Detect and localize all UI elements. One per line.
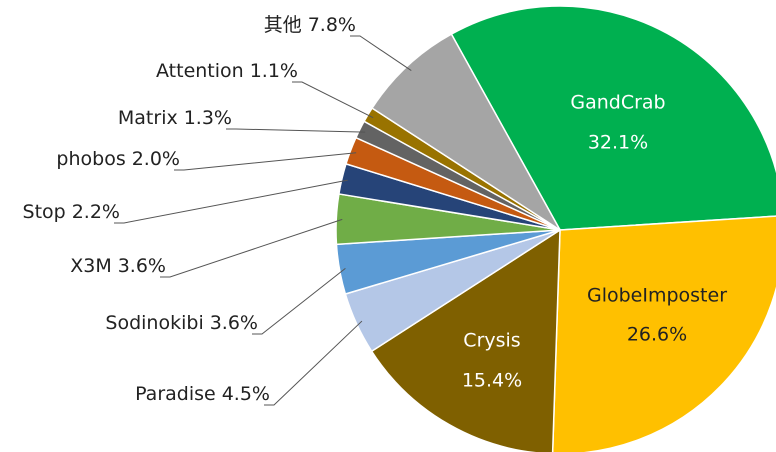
leader-line <box>174 152 357 171</box>
slice-name: phobos <box>56 148 125 170</box>
slice-label: Matrix 1.3% <box>118 107 232 129</box>
slice-label: GandCrab <box>570 92 665 114</box>
slice-value: 2.2% <box>72 201 120 223</box>
leader-line <box>160 218 343 278</box>
slice-label: 其他 7.8% <box>264 14 356 36</box>
slice-value: 2.0% <box>132 148 180 170</box>
slice-name: Attention <box>156 60 244 82</box>
pie-slice <box>551 215 776 452</box>
slice-label: Crysis <box>463 330 520 352</box>
slice-name: Paradise <box>135 383 216 405</box>
slice-name: Matrix <box>118 107 178 129</box>
slice-label: Stop 2.2% <box>23 201 120 223</box>
pie-slice <box>450 5 776 231</box>
slice-label: GlobeImposter <box>587 285 727 307</box>
slice-label: phobos 2.0% <box>56 148 180 170</box>
slice-value: 3.6% <box>118 255 166 277</box>
slice-label: Paradise 4.5% <box>135 383 270 405</box>
slice-value: 15.4% <box>462 370 522 392</box>
slice-name: Stop <box>23 201 66 223</box>
slice-value: 1.3% <box>184 107 232 129</box>
slice-value: 3.6% <box>210 312 258 334</box>
slice-name: Sodinokibi <box>105 312 203 334</box>
slice-name: 其他 <box>264 14 302 36</box>
leader-line <box>114 179 348 224</box>
leader-line <box>264 320 363 406</box>
slice-name: X3M <box>70 255 112 277</box>
pie-slice <box>370 228 561 452</box>
slice-label: X3M 3.6% <box>70 255 166 277</box>
slice-value: 26.6% <box>627 324 687 346</box>
leader-line <box>252 267 346 335</box>
slice-value: 7.8% <box>308 14 356 36</box>
leader-line <box>350 35 412 72</box>
slice-label: Sodinokibi 3.6% <box>105 312 258 334</box>
pie-slice <box>371 33 561 231</box>
slice-value: 4.5% <box>222 383 270 405</box>
leader-line <box>292 81 374 119</box>
slice-label: Attention 1.1% <box>156 60 298 82</box>
slice-value: 32.1% <box>588 132 648 154</box>
slice-value: 1.1% <box>250 60 298 82</box>
leader-line <box>226 128 366 133</box>
